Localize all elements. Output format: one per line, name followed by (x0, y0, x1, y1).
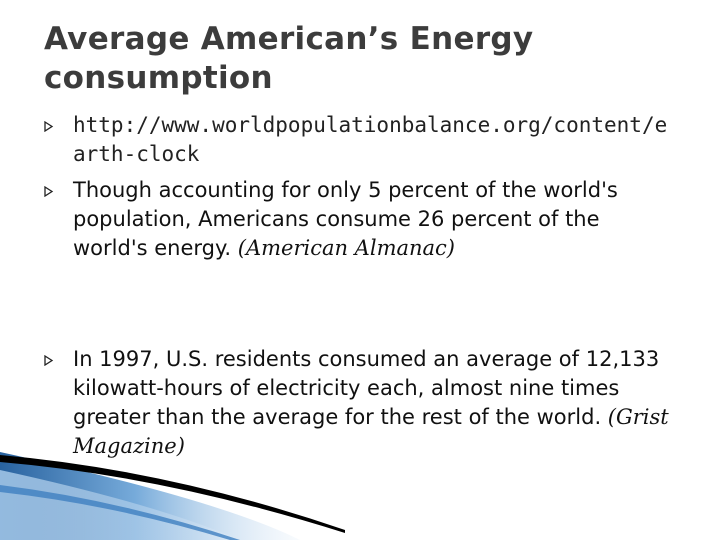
list-item: In 1997, U.S. residents consumed an aver… (44, 345, 674, 461)
hollow-arrow-bullet-icon (44, 355, 54, 366)
bullet-body: In 1997, U.S. residents consumed an aver… (73, 347, 660, 429)
bullet-body: Though accounting for only 5 percent of … (73, 178, 618, 260)
slide-title: Average American’s Energy consumption (44, 21, 534, 96)
list-item: Though accounting for only 5 percent of … (44, 176, 674, 263)
source-link[interactable]: http://www.worldpopulationbalance.org/co… (73, 113, 668, 166)
hollow-arrow-bullet-icon (44, 186, 54, 197)
bullet-citation: (Grist Magazine) (73, 405, 669, 458)
hollow-arrow-bullet-icon (44, 121, 54, 132)
bullet-text: Though accounting for only 5 percent of … (44, 176, 674, 263)
list-item: http://www.worldpopulationbalance.org/co… (44, 111, 674, 169)
bullet-text: In 1997, U.S. residents consumed an aver… (44, 345, 674, 461)
bullet-citation: (American Almanac) (237, 236, 455, 260)
